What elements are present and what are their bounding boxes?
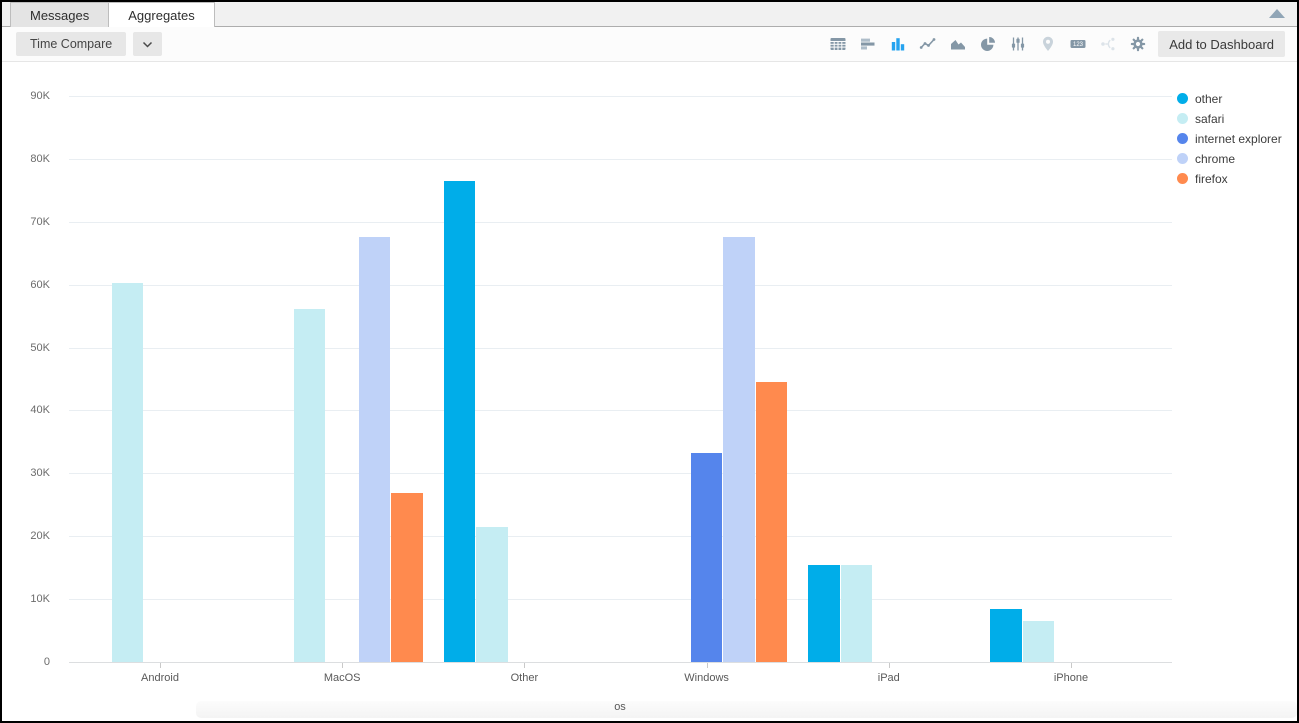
y-axis-label-50k: 50K — [30, 342, 50, 354]
bar-chrome-macos[interactable] — [358, 236, 391, 662]
svg-text:123: 123 — [1073, 42, 1084, 48]
x-axis-tick-android — [160, 663, 161, 668]
y-axis-label-0: 0 — [43, 656, 50, 668]
bar-safari-other[interactable] — [476, 526, 508, 662]
y-axis-label-90k: 90K — [30, 90, 50, 102]
chevron-down-icon — [142, 41, 153, 48]
x-axis-tick-other — [524, 663, 526, 668]
x-axis-tick-macos — [342, 663, 344, 668]
add-to-dashboard-button[interactable]: Add to Dashboard — [1158, 31, 1285, 57]
bar-safari-macos[interactable] — [293, 309, 326, 662]
x-axis-label-android: Android — [141, 672, 179, 684]
bar-chart: os 0 10K 20K 30K 40K 50K 60K 70K 80K 90K Android Ma… — [2, 62, 1297, 720]
x-axis-label-windows: Windows — [684, 672, 729, 684]
time-compare-button[interactable]: Time Compare — [16, 32, 127, 56]
y-axis-label-20k: 20K — [30, 530, 50, 542]
pie-chart-icon[interactable] — [979, 35, 997, 53]
branch-icon[interactable] — [1099, 35, 1117, 53]
gridline-90k — [69, 96, 1172, 97]
bottom-scroll-track[interactable] — [196, 701, 1297, 718]
map-pin-icon[interactable] — [1039, 35, 1057, 53]
sliders-icon[interactable] — [1009, 35, 1027, 53]
legend-swatch-chrome — [1177, 153, 1188, 164]
legend-item-firefox[interactable]: firefox — [1177, 172, 1228, 186]
x-axis-tick-iphone — [1071, 663, 1072, 668]
table-icon[interactable] — [829, 35, 847, 53]
collapse-panel-icon[interactable] — [1269, 9, 1285, 18]
gridline-70k — [69, 221, 1172, 223]
tab-aggregates[interactable]: Aggregates — [109, 2, 215, 27]
legend-label-firefox: firefox — [1195, 171, 1228, 186]
toolbar: Time Compare 123 Add to Dashboard — [2, 27, 1297, 62]
area-chart-icon[interactable] — [949, 35, 967, 53]
x-axis-label-iphone: iPhone — [1053, 672, 1089, 684]
legend-swatch-safari — [1177, 113, 1188, 124]
gridline-60k — [69, 284, 1172, 286]
x-axis-tick-ipad — [888, 663, 890, 668]
y-axis-label-70k: 70K — [30, 216, 50, 228]
tab-messages[interactable]: Messages — [10, 2, 110, 27]
bar-chrome-windows[interactable] — [723, 236, 755, 662]
time-compare-dropdown-button[interactable] — [133, 32, 163, 56]
legend-label-chrome: chrome — [1195, 151, 1236, 166]
bar-safari-android[interactable] — [111, 282, 144, 662]
x-axis-label-macos: MacOS — [323, 672, 361, 684]
gridline-30k — [69, 473, 1172, 475]
gridline-20k — [69, 536, 1172, 538]
tab-bar: Messages Aggregates — [2, 2, 1297, 27]
y-axis-label-60k: 60K — [30, 279, 50, 291]
x-axis-tick-windows — [706, 663, 708, 668]
y-axis-label-30k: 30K — [30, 467, 50, 479]
legend-label-other: other — [1195, 91, 1223, 106]
gridline-40k — [69, 410, 1172, 412]
gear-icon[interactable] — [1129, 35, 1147, 53]
gridline-50k — [69, 347, 1172, 349]
vertical-bar-chart-icon[interactable] — [889, 35, 907, 53]
legend-item-other[interactable]: other — [1177, 92, 1222, 106]
x-axis-label-ipad: iPad — [877, 672, 900, 684]
legend-swatch-firefox — [1177, 173, 1188, 184]
legend-label-safari: safari — [1195, 111, 1225, 126]
y-axis-label-80k: 80K — [30, 153, 50, 165]
bar-other-ipad[interactable] — [808, 565, 840, 662]
bar-firefox-windows[interactable] — [755, 382, 788, 662]
legend-label-internet-explorer: internet explorer — [1195, 131, 1282, 146]
legend-item-safari[interactable]: safari — [1177, 112, 1224, 126]
number-123-icon[interactable]: 123 — [1069, 35, 1087, 53]
legend-swatch-other — [1177, 93, 1188, 104]
horizontal-bar-chart-icon[interactable] — [859, 35, 877, 53]
bar-other-iphone[interactable] — [990, 608, 1022, 662]
bar-firefox-macos[interactable] — [391, 492, 423, 662]
y-axis-label-40k: 40K — [30, 404, 50, 416]
line-chart-icon[interactable] — [919, 35, 937, 53]
x-axis-line — [69, 662, 1172, 663]
bar-internet-explorer-windows[interactable] — [690, 453, 723, 662]
y-axis-label-10k: 10K — [30, 593, 50, 605]
gridline-80k — [69, 158, 1172, 160]
legend-item-internet-explorer[interactable]: internet explorer — [1177, 132, 1282, 146]
bar-other-other[interactable] — [443, 180, 476, 662]
legend-swatch-internet-explorer — [1177, 133, 1188, 144]
x-axis-label-other: Other — [510, 672, 539, 684]
chart-type-switcher: 123 Add to Dashboard — [817, 31, 1285, 57]
gridline-10k — [69, 599, 1172, 601]
legend-item-chrome[interactable]: chrome — [1177, 152, 1235, 166]
x-axis-title: os — [614, 701, 626, 713]
bar-safari-ipad[interactable] — [840, 565, 872, 662]
bar-safari-iphone[interactable] — [1022, 620, 1055, 662]
